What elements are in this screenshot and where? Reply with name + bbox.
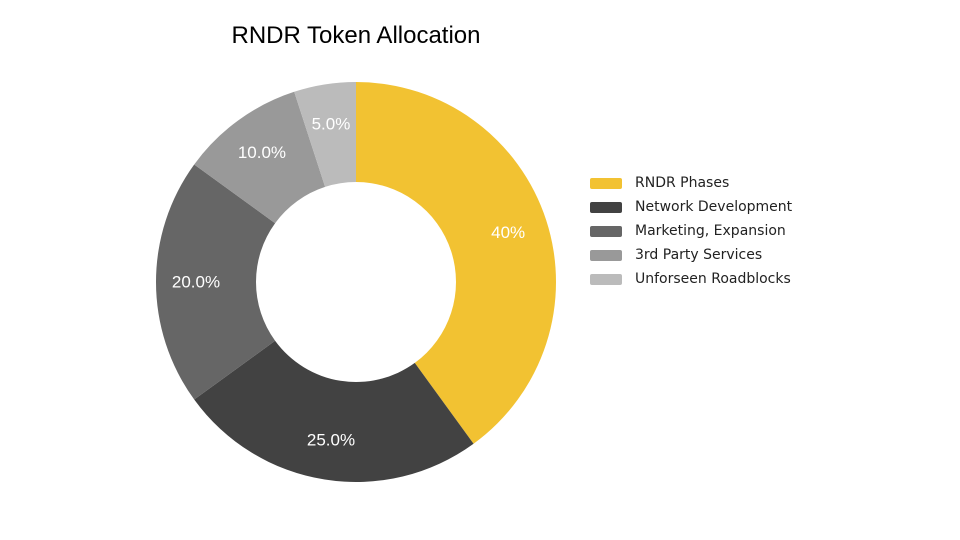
- slice-label-network-development: 25.0%: [307, 431, 355, 450]
- chart-title: RNDR Token Allocation: [231, 22, 481, 49]
- slice-rndr-phases: [356, 82, 556, 444]
- legend-label: Unforseen Roadblocks: [635, 271, 791, 287]
- slices-group: [156, 82, 556, 482]
- legend-swatch: [590, 249, 622, 261]
- slice-3rd-party-services: [194, 91, 326, 224]
- slice-label-3rd-party-services: 10.0%: [238, 143, 286, 162]
- slice-unforseen-roadblocks: [294, 82, 356, 187]
- slice-network-development: [194, 340, 474, 482]
- legend-item-rndr-phases: RNDR Phases: [590, 171, 950, 195]
- legend-label: Marketing, Expansion: [635, 223, 786, 239]
- legend-item-unforseen-roadblocks: Unforseen Roadblocks: [590, 267, 950, 291]
- legend-item-network-development: Network Development: [590, 195, 950, 219]
- legend-item-marketing-expansion: Marketing, Expansion: [590, 219, 950, 243]
- legend-swatch: [590, 225, 622, 237]
- legend-swatch: [590, 273, 622, 285]
- slice-label-marketing-expansion: 20.0%: [172, 273, 220, 292]
- legend-item-3rd-party-services: 3rd Party Services: [590, 243, 950, 267]
- legend-swatch: [590, 177, 622, 189]
- slice-label-unforseen-roadblocks: 5.0%: [312, 114, 351, 133]
- legend-swatch: [590, 201, 622, 213]
- slice-labels-group: 40% 25.0% 20.0% 10.0% 5.0%: [172, 114, 525, 449]
- legend-label: RNDR Phases: [635, 175, 730, 191]
- slice-label-rndr-phases: 40%: [491, 223, 525, 242]
- legend-label: 3rd Party Services: [635, 247, 763, 263]
- legend: RNDR Phases Network Development Marketing,…: [590, 171, 950, 291]
- slice-marketing-expansion: [156, 164, 276, 400]
- legend-label: Network Development: [635, 199, 793, 215]
